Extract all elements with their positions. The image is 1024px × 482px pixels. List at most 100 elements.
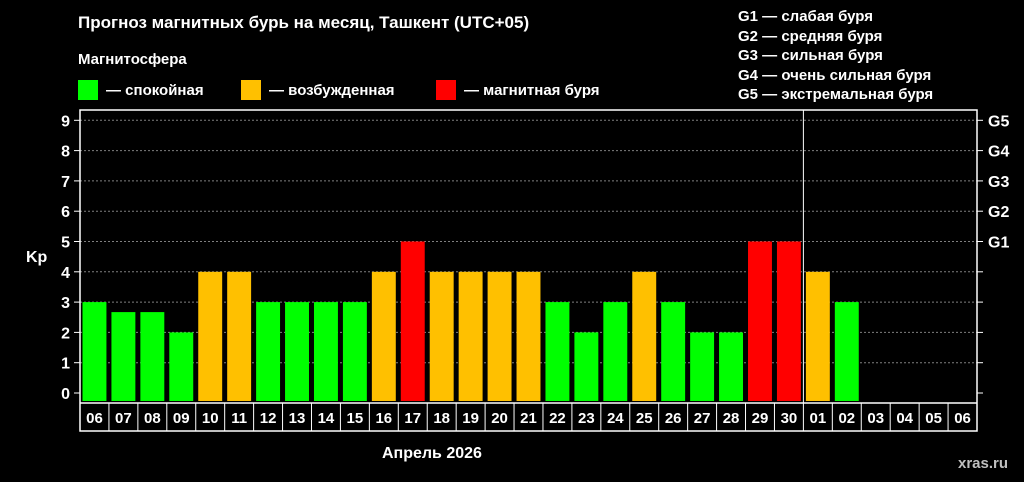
plot-border xyxy=(79,109,978,432)
bars xyxy=(82,241,859,401)
bar-02 xyxy=(834,302,859,401)
g-scale-tick-labels: G1 G2 G3 G4 G5 xyxy=(988,113,1009,251)
bar-13 xyxy=(285,302,309,401)
bar-28 xyxy=(719,332,744,401)
x-tick-label: 27 xyxy=(694,410,711,427)
bar-20 xyxy=(487,271,512,401)
x-tick-label: 06 xyxy=(86,410,103,427)
section-label: Магнитосфера xyxy=(78,51,187,68)
x-tick-label: 13 xyxy=(289,410,306,427)
chart-title: Прогноз магнитных бурь на месяц, Ташкент… xyxy=(78,13,530,32)
storm-scale-g4: G4 — очень сильная буря xyxy=(738,66,932,84)
x-tick-label: 10 xyxy=(202,410,219,427)
legend-label-quiet: — спокойная xyxy=(106,81,204,99)
x-tick-label: 18 xyxy=(433,410,450,427)
x-tick-label: 11 xyxy=(231,410,247,427)
y-tick-label: 3 xyxy=(61,295,70,312)
x-tick-label: 25 xyxy=(636,410,653,427)
y-tick-label: 5 xyxy=(61,235,70,252)
x-tick-label: 20 xyxy=(491,410,508,427)
x-tick-label: 07 xyxy=(115,410,132,427)
bar-23 xyxy=(574,332,599,401)
x-tick-label: 01 xyxy=(810,410,827,427)
x-tick-label: 04 xyxy=(896,410,913,427)
storm-scale-g1: G1 — слабая буря xyxy=(738,8,874,25)
watermark: xras.ru xyxy=(958,455,1009,472)
x-tick-label: 29 xyxy=(752,410,769,427)
bar-24 xyxy=(603,302,628,401)
bar-16 xyxy=(371,271,396,401)
x-tick-label: 30 xyxy=(781,410,798,427)
x-tick-label: 15 xyxy=(347,410,364,427)
x-tick-label: 24 xyxy=(607,410,624,427)
y-tick-label: 6 xyxy=(61,204,70,221)
x-tick-label: 02 xyxy=(838,410,855,427)
legend-item-unsettled: — возбужденная xyxy=(241,80,395,100)
g-tick-label: G1 xyxy=(988,235,1009,252)
legend-swatch-quiet xyxy=(78,80,98,100)
x-tick-label: 14 xyxy=(318,410,335,427)
bar-14 xyxy=(313,302,338,401)
storm-scale-g3: G3 — сильная буря xyxy=(738,47,883,64)
legend-item-quiet: — спокойная xyxy=(78,80,204,100)
y-tick-label: 2 xyxy=(61,325,70,342)
y-tick-label: 4 xyxy=(61,265,70,282)
x-tick-label: 06 xyxy=(954,410,971,427)
bar-08 xyxy=(140,312,165,401)
x-tick-label: 22 xyxy=(549,410,566,427)
x-tick-label: 17 xyxy=(404,410,421,427)
legend-item-storm: — магнитная буря xyxy=(436,80,600,100)
bar-30 xyxy=(776,241,801,401)
y-tick-label: 8 xyxy=(61,144,70,161)
bar-19 xyxy=(458,271,483,401)
legend-swatch-unsettled xyxy=(241,80,261,100)
y-tick-label: 7 xyxy=(61,174,70,191)
x-tick-label: 09 xyxy=(173,410,190,427)
g-tick-label: G2 xyxy=(988,204,1009,221)
bar-11 xyxy=(227,271,252,401)
x-tick-label: 23 xyxy=(578,410,595,427)
bar-22 xyxy=(545,302,570,401)
x-tick-label: 16 xyxy=(375,410,392,427)
bar-07 xyxy=(111,312,136,401)
x-tick-label: 28 xyxy=(723,410,740,427)
legend-label-storm: — магнитная буря xyxy=(464,81,600,99)
bar-25 xyxy=(632,271,657,401)
g-tick-label: G5 xyxy=(988,113,1009,130)
bar-12 xyxy=(256,302,281,401)
storm-scale-g5: G5 — экстремальная буря xyxy=(738,86,934,103)
bar-10 xyxy=(198,271,223,401)
y-tick-label: 9 xyxy=(61,113,70,130)
x-tick-label: 21 xyxy=(520,410,537,427)
g-tick-label: G3 xyxy=(988,174,1009,191)
bar-01 xyxy=(805,271,830,401)
bar-09 xyxy=(169,332,194,401)
x-tick-label: 08 xyxy=(144,410,161,427)
bar-26 xyxy=(661,302,686,401)
bar-27 xyxy=(690,332,715,401)
g-tick-label: G4 xyxy=(988,144,1009,161)
legend-label-unsettled: — возбужденная xyxy=(269,81,395,99)
y-tick-label: 0 xyxy=(61,386,70,403)
x-tick-labels: 06 07 08 09 10 11 12 13 14 15 16 17 18 19 20 21 22 23 24 25… xyxy=(86,410,971,427)
x-tick-label: 03 xyxy=(867,410,884,427)
y-tick-label: 1 xyxy=(61,356,70,373)
bar-21 xyxy=(516,271,541,401)
bar-06 xyxy=(82,302,107,401)
bar-15 xyxy=(342,302,367,401)
x-tick-label: 05 xyxy=(925,410,942,427)
x-tick-label: 12 xyxy=(260,410,277,427)
x-tick-label: 19 xyxy=(462,410,479,427)
y-axis-label: Kp xyxy=(26,249,48,266)
bar-17 xyxy=(400,241,425,401)
legend-swatch-storm xyxy=(436,80,456,100)
plot-frame xyxy=(74,109,983,432)
bar-18 xyxy=(429,271,454,401)
x-axis-label: Апрель 2026 xyxy=(382,445,482,462)
x-tick-label: 26 xyxy=(665,410,682,427)
bar-29 xyxy=(748,241,772,401)
y-tick-labels: 0 1 2 3 4 5 6 7 8 9 xyxy=(61,113,70,403)
storm-scale-g2: G2 — средняя буря xyxy=(738,27,883,45)
storm-scale-legend: G1 — слабая буря G2 — средняя буря G3 — … xyxy=(738,7,933,105)
